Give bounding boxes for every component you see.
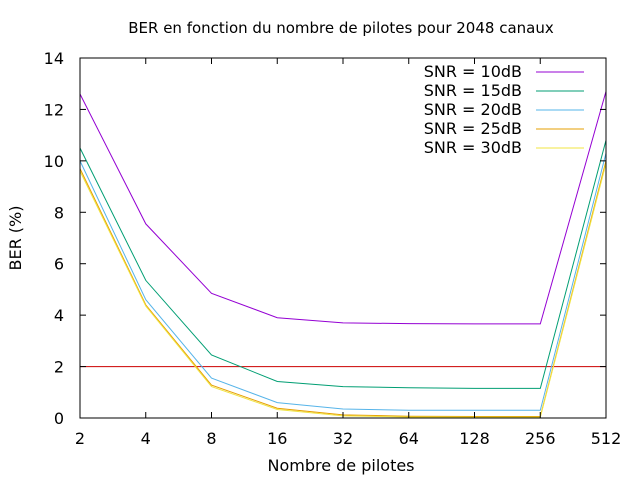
chart-title: BER en fonction du nombre de pilotes pou…	[128, 19, 554, 37]
y-tick-label: 4	[54, 306, 64, 325]
series-line-5	[79, 163, 607, 418]
y-axis: 0 2 4 6 8 10 12 14	[44, 49, 606, 428]
legend-label: SNR = 30dB	[424, 138, 522, 157]
x-tick-label: 32	[333, 429, 353, 448]
x-tick-label: 16	[267, 429, 287, 448]
x-axis: 2 4 8 16 32 64 128 256 512	[75, 58, 621, 448]
x-tick-label: 128	[459, 429, 490, 448]
series-line-4	[79, 160, 607, 417]
plot-area	[79, 91, 607, 418]
legend-label: SNR = 15dB	[424, 81, 522, 100]
legend-label: SNR = 20dB	[424, 100, 522, 119]
legend-label: SNR = 25dB	[424, 119, 522, 138]
series-line-3	[79, 152, 607, 411]
x-tick-label: 256	[525, 429, 556, 448]
y-tick-label: 6	[54, 255, 64, 274]
y-tick-label: 8	[54, 203, 64, 222]
y-tick-label: 2	[54, 358, 64, 377]
y-tick-label: 0	[54, 409, 64, 428]
x-tick-label: 8	[206, 429, 216, 448]
y-tick-label: 10	[44, 152, 64, 171]
x-tick-label: 2	[75, 429, 85, 448]
x-axis-label: Nombre de pilotes	[267, 456, 414, 475]
series-line-2	[79, 140, 607, 389]
y-axis-label: BER (%)	[6, 206, 25, 271]
x-tick-label: 512	[591, 429, 622, 448]
legend-label: SNR = 10dB	[424, 62, 522, 81]
x-tick-label: 4	[141, 429, 151, 448]
y-tick-label: 14	[44, 49, 64, 68]
y-tick-label: 12	[44, 100, 64, 119]
x-tick-label: 64	[399, 429, 419, 448]
series-line-1	[79, 91, 607, 325]
